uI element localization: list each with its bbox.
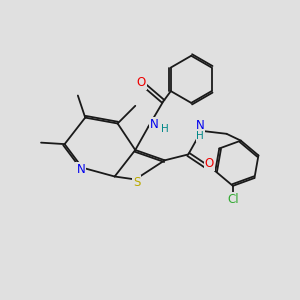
- Text: N: N: [149, 118, 158, 130]
- Text: O: O: [205, 157, 214, 170]
- Text: N: N: [76, 163, 85, 176]
- Text: Cl: Cl: [227, 193, 239, 206]
- Text: N: N: [196, 119, 204, 132]
- Text: H: H: [196, 131, 204, 141]
- Text: O: O: [136, 76, 146, 89]
- Text: H: H: [161, 124, 169, 134]
- Text: S: S: [133, 176, 140, 189]
